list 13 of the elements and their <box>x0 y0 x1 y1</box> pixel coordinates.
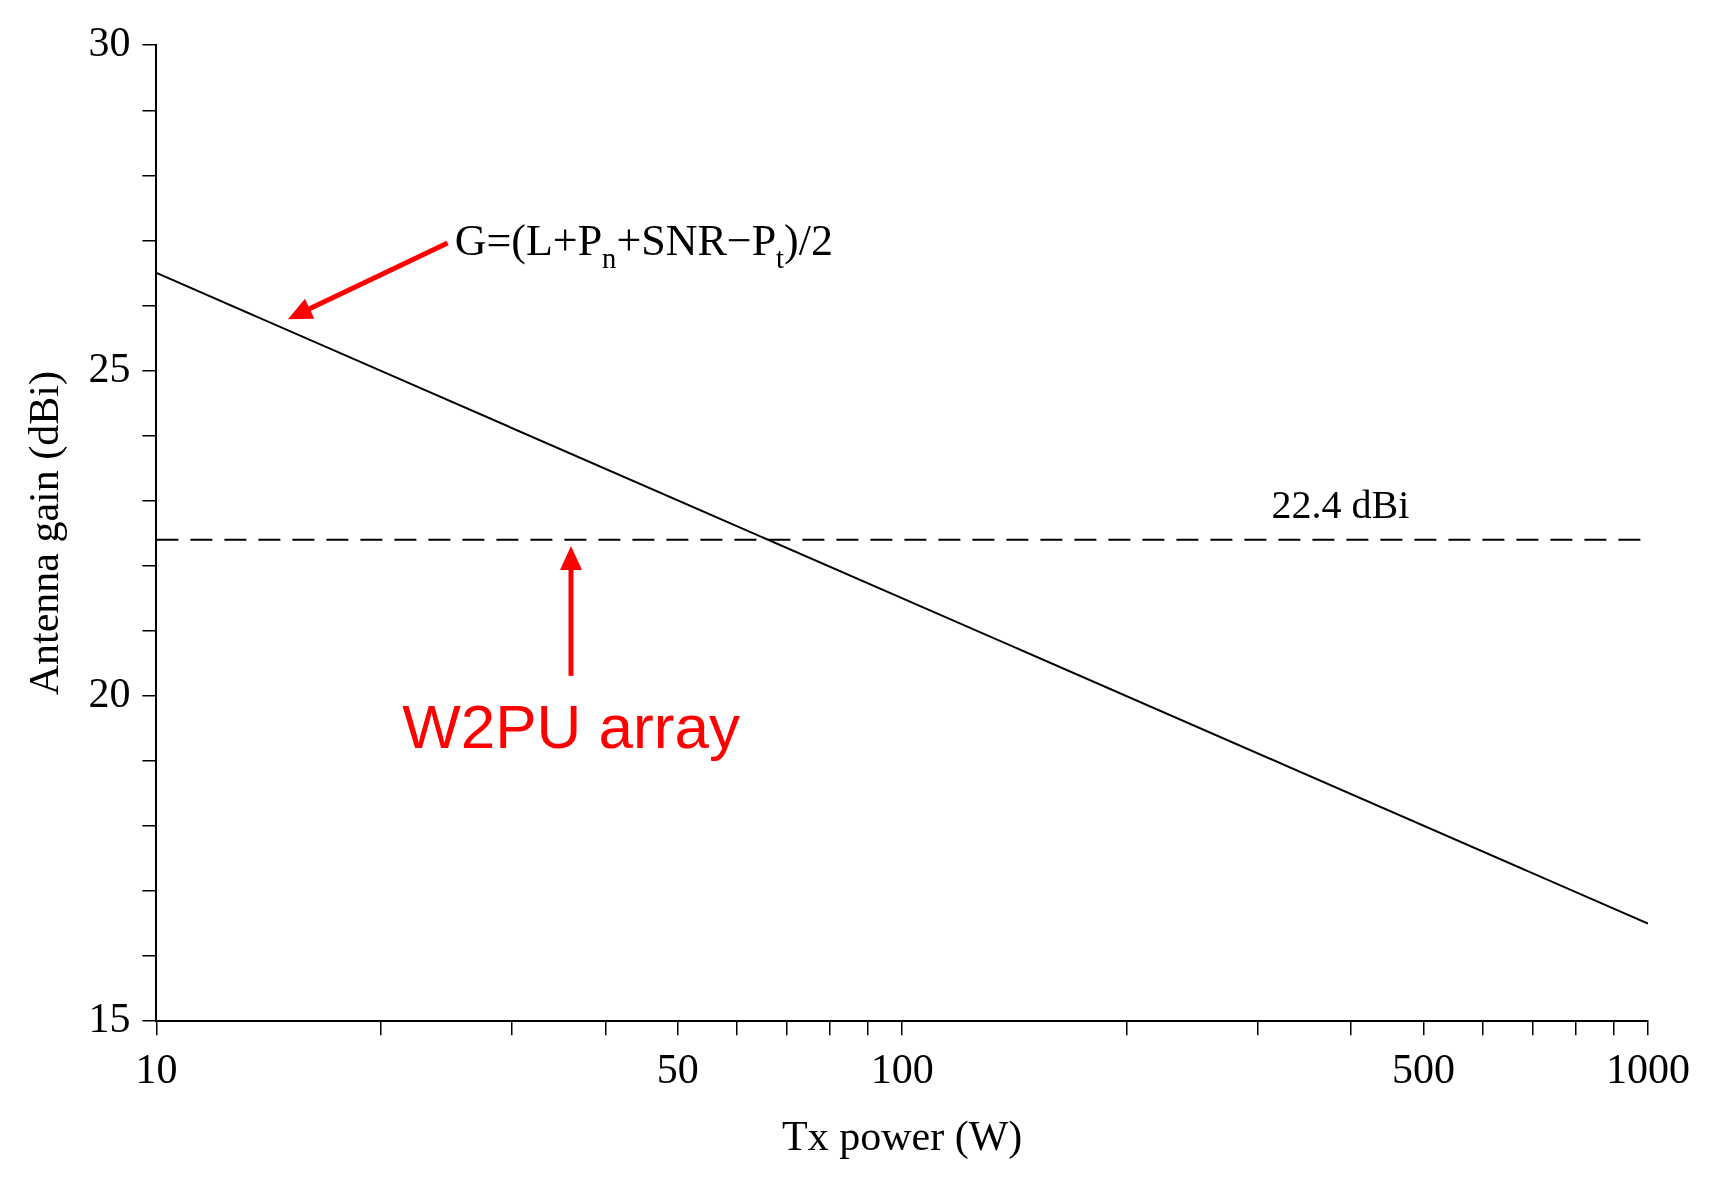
x-tick-label: 1000 <box>1606 1046 1690 1093</box>
y-axis-title: Antenna gain (dBi) <box>21 371 69 696</box>
y-tick-label: 25 <box>88 344 131 391</box>
x-tick-label: 100 <box>870 1046 934 1093</box>
y-tick-label: 30 <box>88 19 131 66</box>
x-tick-label: 500 <box>1391 1046 1455 1093</box>
x-tick-label: 50 <box>656 1046 699 1093</box>
y-tick-label: 15 <box>88 995 131 1042</box>
annotation: W2PU array <box>402 691 740 761</box>
ref-line-label: 22.4 dBi <box>1271 481 1410 527</box>
x-axis-title: Tx power (W) <box>782 1112 1023 1160</box>
y-tick-label: 20 <box>88 669 131 716</box>
x-tick-label: 10 <box>135 1046 178 1093</box>
